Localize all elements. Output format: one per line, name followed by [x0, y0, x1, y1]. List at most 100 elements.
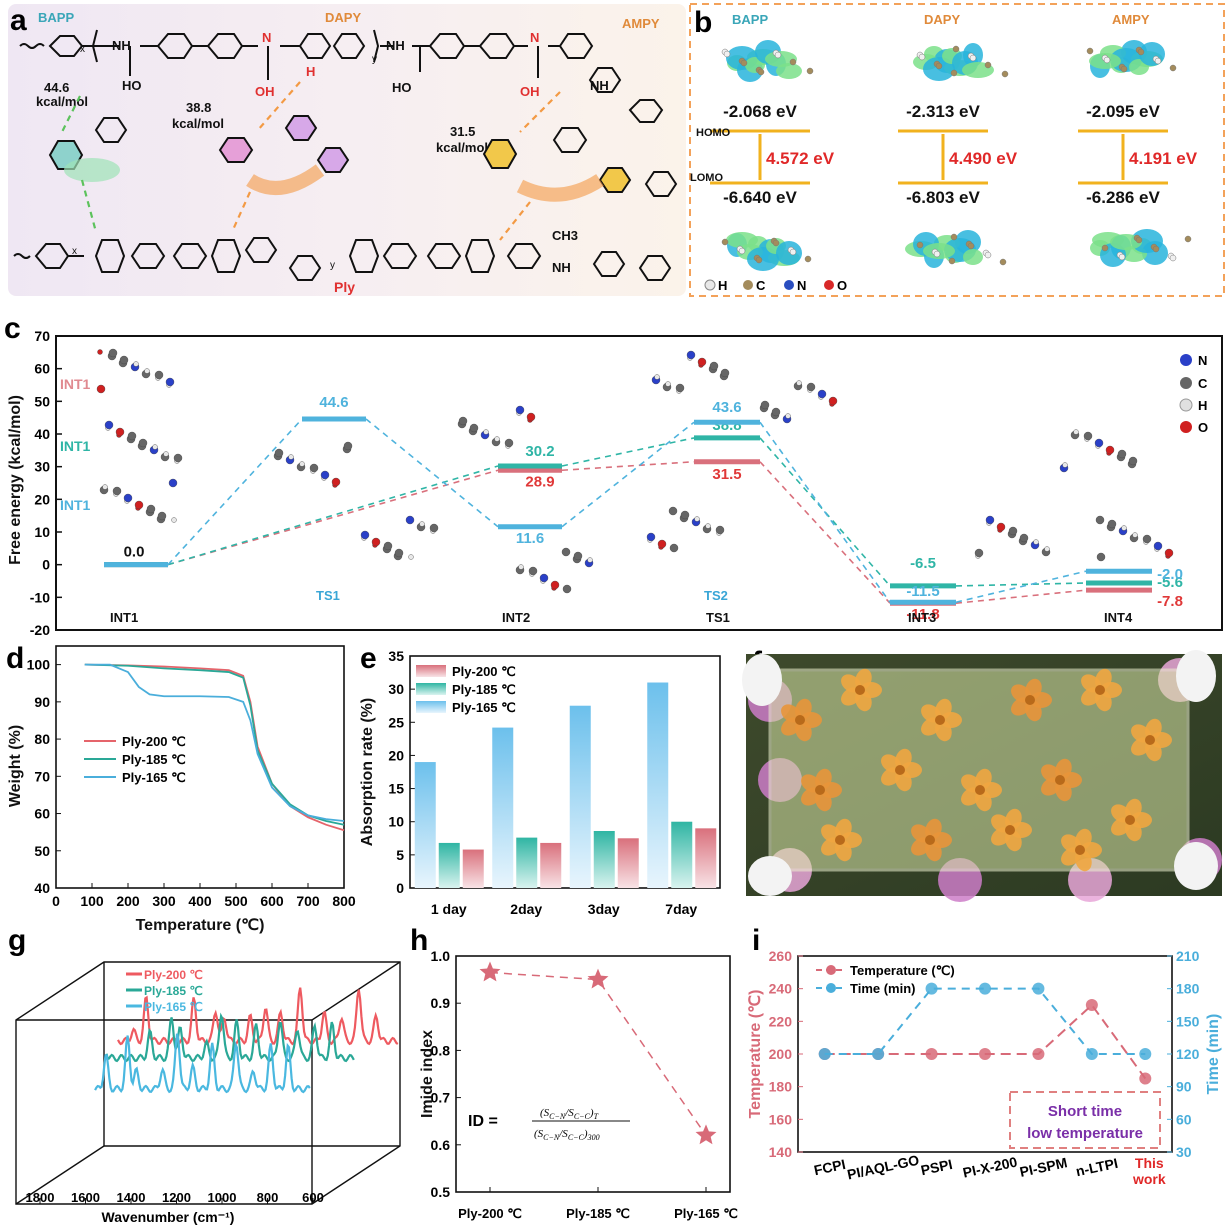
panel-c-frame: [55, 335, 1223, 631]
i-series-point: [1085, 999, 1098, 1011]
g-x-tick-label: 1600: [71, 1190, 100, 1205]
molecule-atom: [165, 377, 175, 387]
energy-level-label: 28.9: [525, 473, 554, 490]
i-series-point: [1032, 1048, 1045, 1060]
energy-level-label: 44.6: [319, 394, 348, 411]
e-bar: [438, 842, 460, 888]
molecule-atom: [1094, 438, 1104, 448]
panel-b: b BAPP DAPY AMPY -2.068 eV -6.640 eV 4.572…: [689, 3, 1225, 297]
molecule-atom: [528, 566, 538, 576]
i-x-tick-label: PSPI: [919, 1156, 954, 1178]
e-bar: [695, 828, 717, 888]
lumo-energy-value: -6.640 eV: [723, 188, 797, 207]
int1-label-red: INT1: [60, 376, 91, 392]
int1-label-blue: INT1: [60, 497, 91, 513]
c-legend-h: H: [1198, 398, 1207, 413]
g-x-tick-label: 1000: [208, 1190, 237, 1205]
c-y-tick-label: 60: [34, 361, 50, 377]
e-y-tick-label: 20: [388, 747, 404, 763]
n-anion-2: N: [530, 30, 539, 45]
orange-flower-petal: [1095, 668, 1112, 691]
molecule-atom: [119, 355, 129, 365]
orbital-atom-lumo: [1101, 244, 1109, 252]
orbital-atom-lumo: [772, 239, 780, 247]
g-ftir-spectra: [94, 987, 399, 1094]
energy-level-label: -6.5: [910, 555, 936, 572]
molecule-atom: [115, 427, 125, 437]
energy-level-label: 11.6: [516, 530, 544, 547]
glove-left-top: [742, 654, 782, 706]
e-bars: Ply-200 ℃ Ply-185 ℃ Ply-165 ℃: [414, 664, 717, 888]
molecule-atom: [1019, 533, 1029, 543]
c-y-tick-label: -10: [30, 589, 50, 605]
formula-numerator: (SC−N/SC−C)T: [540, 1107, 599, 1121]
e-y-tick-label: 5: [396, 847, 404, 863]
molecule-atom: [1142, 534, 1152, 544]
molecule-atom: [796, 380, 802, 386]
intermediate-ampy: [482, 127, 678, 202]
molecule-atom: [458, 416, 468, 426]
e-y-tick-label: 25: [388, 714, 404, 730]
molecule-atom: [669, 543, 679, 553]
orbital-atom-homo: [1120, 65, 1128, 73]
h-x-tick-label: Ply-165 ℃: [674, 1206, 738, 1221]
molecule-atom: [720, 368, 730, 378]
orbital-atom-homo: [950, 69, 958, 77]
d-y-tick-label: 90: [34, 694, 50, 710]
h-dashed-line: [489, 971, 707, 1136]
orbital-lobe-homo: [765, 51, 797, 67]
orbital-atom-lumo: [1169, 254, 1177, 262]
molecule-atom: [1083, 431, 1093, 441]
molecule-atom: [383, 541, 393, 551]
molecule-atom: [504, 438, 514, 448]
orange-flower-petal: [795, 698, 812, 721]
h-y-tick-label: 0.7: [431, 1090, 451, 1106]
homo-label: HOMO: [696, 127, 731, 139]
gap-energy-value: 4.191 eV: [1129, 149, 1198, 168]
d-x-tick-label: 400: [188, 893, 212, 909]
molecule-atom: [320, 470, 330, 480]
flower-center: [1075, 845, 1085, 855]
molecule-atom: [646, 532, 656, 542]
panel-c-letter: c: [4, 312, 21, 345]
imide-formula: ID = (SC−N/SC−C)T (SC−N/SC−C)300: [468, 1107, 630, 1142]
molecule-atom: [1107, 519, 1117, 529]
d-x-tick-label: 300: [152, 893, 176, 909]
g-spectrum-line: [94, 1033, 311, 1094]
d-axes: 0 100 200 300 400 500 600 700 800 40 50 60 70 80 90 100: [27, 657, 356, 909]
e-legend-label: Ply-185 ℃: [452, 682, 516, 697]
molecule-atom: [539, 573, 549, 583]
molecule-atom: [1062, 462, 1068, 468]
molecule-atom: [146, 504, 156, 514]
orbital-atom-homo: [740, 59, 748, 67]
molecule-atom: [127, 431, 137, 441]
i-left-tick-label: 140: [769, 1144, 793, 1160]
b-bapp-name: BAPP: [732, 12, 768, 27]
d-legend-label: Ply-200 ℃: [122, 734, 186, 749]
g-legend-label: Ply-165 ℃: [144, 1000, 203, 1014]
i-comparison: Temperature (℃) Time (min): [816, 963, 1152, 1085]
orbital-atom-lumo: [933, 250, 941, 258]
gap-energy-value: 4.572 eV: [766, 149, 835, 168]
flower-center: [895, 765, 905, 775]
molecule-atom: [680, 510, 690, 520]
panel-c: c Free energy (kcal/mol) -20 -10 0 10 20 30 40…: [4, 312, 1223, 638]
h-cation-1: H: [306, 64, 315, 79]
panel-h-letter: h: [410, 924, 428, 957]
molecule-atom: [144, 368, 150, 374]
energy-connector: [759, 421, 891, 603]
c-y-tick-label: 0: [42, 557, 50, 573]
flower-center: [1005, 825, 1015, 835]
d-plot-frame: [55, 645, 345, 889]
c-legend-n: N: [1198, 353, 1207, 368]
e-bar: [671, 821, 693, 888]
i-left-tick-label: 160: [769, 1111, 793, 1127]
d-x-tick-label: 700: [296, 893, 320, 909]
orbital-atom-homo: [1001, 70, 1009, 78]
stage-ts1: TS1: [316, 588, 340, 603]
orbital-lobe-lumo: [923, 243, 955, 259]
orbital-lobe-lumo: [776, 241, 802, 265]
stage-int2: INT2: [502, 610, 530, 625]
energy-level-label: -11.8: [906, 606, 939, 623]
